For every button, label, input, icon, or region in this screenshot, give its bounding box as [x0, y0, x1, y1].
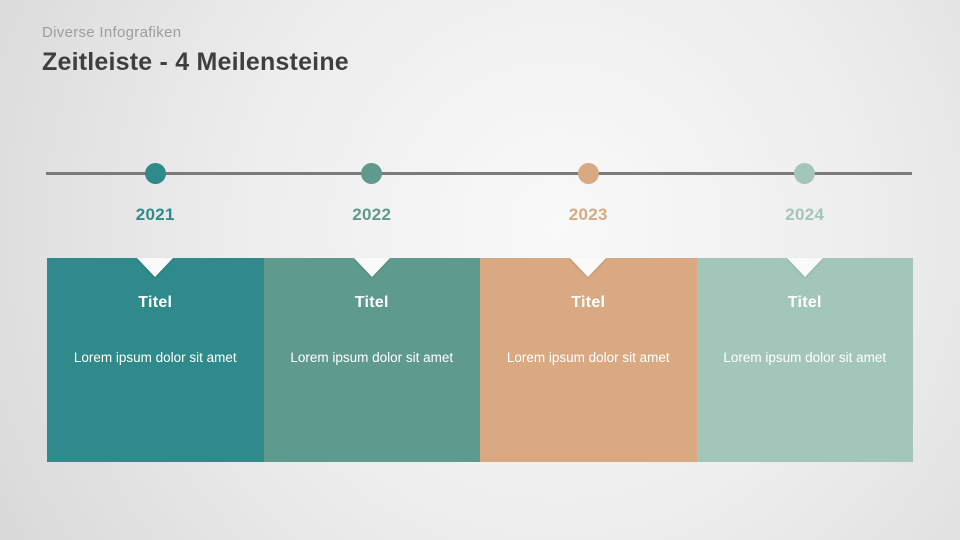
- card-description: Lorem ipsum dolor sit amet: [723, 350, 887, 365]
- card-title: Titel: [787, 294, 822, 311]
- milestone-2022: 2022: [264, 163, 481, 225]
- milestone-card-2023: Titel Lorem ipsum dolor sit amet: [480, 258, 697, 462]
- milestone-dot: [577, 163, 599, 184]
- slide-eyebrow: Diverse Infografiken: [42, 24, 182, 41]
- milestone-year: 2022: [352, 205, 392, 224]
- timeline-line: [46, 172, 912, 175]
- milestone-2023: 2023: [480, 163, 697, 225]
- card-title: Titel: [571, 294, 606, 311]
- milestone-year: 2024: [785, 205, 825, 224]
- card-title: Titel: [138, 294, 173, 311]
- card-row: Titel Lorem ipsum dolor sit amet Titel L…: [47, 258, 913, 462]
- page-title: Zeitleiste - 4 Meilensteine: [42, 48, 349, 76]
- milestone-card-2022: Titel Lorem ipsum dolor sit amet: [263, 258, 480, 462]
- card-description: Lorem ipsum dolor sit amet: [73, 350, 237, 365]
- milestone-year: 2021: [135, 205, 175, 224]
- milestone-card-2024: Titel Lorem ipsum dolor sit amet: [696, 258, 913, 462]
- milestone-dot: [144, 163, 166, 184]
- card-notch-arrow: [786, 258, 823, 277]
- card-notch-arrow: [137, 258, 174, 277]
- milestone-dot: [794, 163, 816, 184]
- card-description: Lorem ipsum dolor sit amet: [506, 350, 670, 365]
- milestone-row: 2021 2022 2023 2024: [47, 163, 913, 225]
- milestone-card-2021: Titel Lorem ipsum dolor sit amet: [47, 258, 264, 462]
- milestone-year: 2023: [568, 205, 608, 224]
- slide-header: Diverse Infografiken Zeitleiste - 4 Meil…: [42, 24, 349, 77]
- milestone-2024: 2024: [697, 163, 914, 225]
- milestone-dot: [361, 163, 383, 184]
- card-notch-arrow: [570, 258, 607, 277]
- milestone-2021: 2021: [47, 163, 264, 225]
- card-description: Lorem ipsum dolor sit amet: [290, 350, 454, 365]
- card-title: Titel: [354, 294, 389, 311]
- card-notch-arrow: [353, 258, 390, 277]
